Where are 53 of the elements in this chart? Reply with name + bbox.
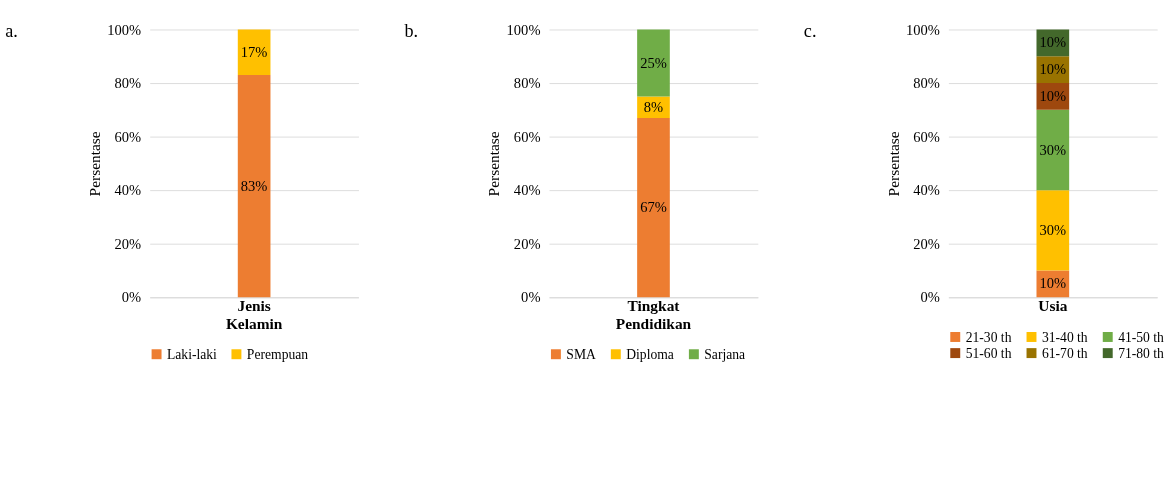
legend-label: 71-80 th bbox=[1118, 345, 1165, 361]
x-tick-label: Jenis Kelamin bbox=[225, 297, 283, 332]
x-tick-label: Tingkat Pendidikan bbox=[615, 297, 692, 332]
data-label: 10% bbox=[1039, 275, 1067, 292]
chart-title: c. bbox=[803, 20, 817, 41]
data-label: 83% bbox=[240, 177, 268, 194]
y-tick-label: 40% bbox=[513, 182, 541, 199]
data-label: 10% bbox=[1039, 34, 1067, 51]
chart-title: b. bbox=[404, 20, 419, 41]
legend-label: Laki-laki bbox=[167, 346, 218, 362]
y-tick-label: 0% bbox=[121, 289, 142, 306]
y-tick-label: 80% bbox=[913, 75, 940, 92]
y-tick-label: 100% bbox=[506, 21, 541, 38]
data-label: 10% bbox=[1039, 88, 1067, 105]
legend-label: 41-50 th bbox=[1118, 329, 1165, 345]
y-axis-title: Persentase bbox=[485, 131, 503, 197]
legend-label: SMA bbox=[566, 346, 597, 362]
y-tick-label: 40% bbox=[114, 182, 142, 199]
legend-label: 61-70 th bbox=[1041, 345, 1088, 361]
legend-label: Sarjana bbox=[704, 346, 746, 362]
y-axis-title: Persentase bbox=[85, 131, 103, 197]
y-tick-label: 100% bbox=[905, 21, 940, 38]
y-tick-label: 0% bbox=[521, 289, 541, 306]
bar bbox=[1036, 190, 1070, 271]
x-tick-label: Usia bbox=[1038, 297, 1068, 315]
y-tick-label: 60% bbox=[913, 128, 940, 145]
legend-label: Diploma bbox=[626, 346, 674, 362]
bar bbox=[637, 29, 670, 97]
y-tick-label: 60% bbox=[513, 128, 541, 145]
legend-label: 51-60 th bbox=[965, 345, 1012, 361]
y-tick-label: 80% bbox=[114, 75, 142, 92]
y-axis-title: Persentase bbox=[884, 131, 902, 197]
data-label: 8% bbox=[643, 98, 664, 115]
y-tick-label: 100% bbox=[107, 21, 142, 38]
data-label: 30% bbox=[1039, 221, 1067, 238]
y-tick-label: 20% bbox=[513, 235, 541, 252]
y-tick-label: 0% bbox=[920, 289, 940, 306]
y-tick-label: 60% bbox=[114, 128, 142, 145]
y-tick-label: 20% bbox=[913, 235, 940, 252]
data-label: 67% bbox=[640, 199, 667, 216]
chart-title: a. bbox=[5, 20, 18, 41]
data-label: 10% bbox=[1039, 61, 1067, 78]
legend-label: Perempuan bbox=[246, 346, 309, 362]
data-label: 30% bbox=[1039, 141, 1067, 158]
y-tick-label: 40% bbox=[913, 182, 940, 199]
legend-label: 31-40 th bbox=[1041, 329, 1088, 345]
y-tick-label: 20% bbox=[114, 235, 142, 252]
data-label: 17% bbox=[240, 43, 268, 60]
bar bbox=[637, 117, 670, 298]
bar bbox=[1036, 109, 1070, 191]
legend-label: 21-30 th bbox=[965, 329, 1012, 345]
data-label: 25% bbox=[640, 54, 667, 71]
y-tick-label: 80% bbox=[513, 75, 541, 92]
